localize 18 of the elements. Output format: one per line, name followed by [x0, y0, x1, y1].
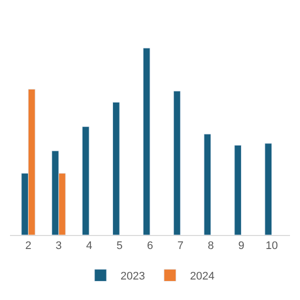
- bar: [204, 134, 212, 235]
- x-tick-label: 6: [146, 240, 154, 252]
- x-tick-label: 5: [116, 240, 123, 252]
- legend-label: 2023: [120, 270, 145, 283]
- bar: [234, 145, 242, 235]
- x-tick-label: 2: [25, 240, 32, 252]
- x-tick-label: 3: [56, 240, 62, 252]
- x-tick-label: 10: [266, 240, 278, 252]
- legend-label: 2024: [190, 270, 214, 283]
- x-tick-label: 9: [238, 240, 244, 252]
- x-tick-label: 8: [208, 240, 214, 252]
- bar: [82, 126, 90, 235]
- bar: [264, 143, 272, 235]
- bar: [142, 48, 150, 235]
- x-tick-label: 4: [86, 240, 92, 252]
- x-tick-label: 7: [177, 240, 184, 252]
- bar: [112, 102, 120, 235]
- bar: [173, 90, 181, 235]
